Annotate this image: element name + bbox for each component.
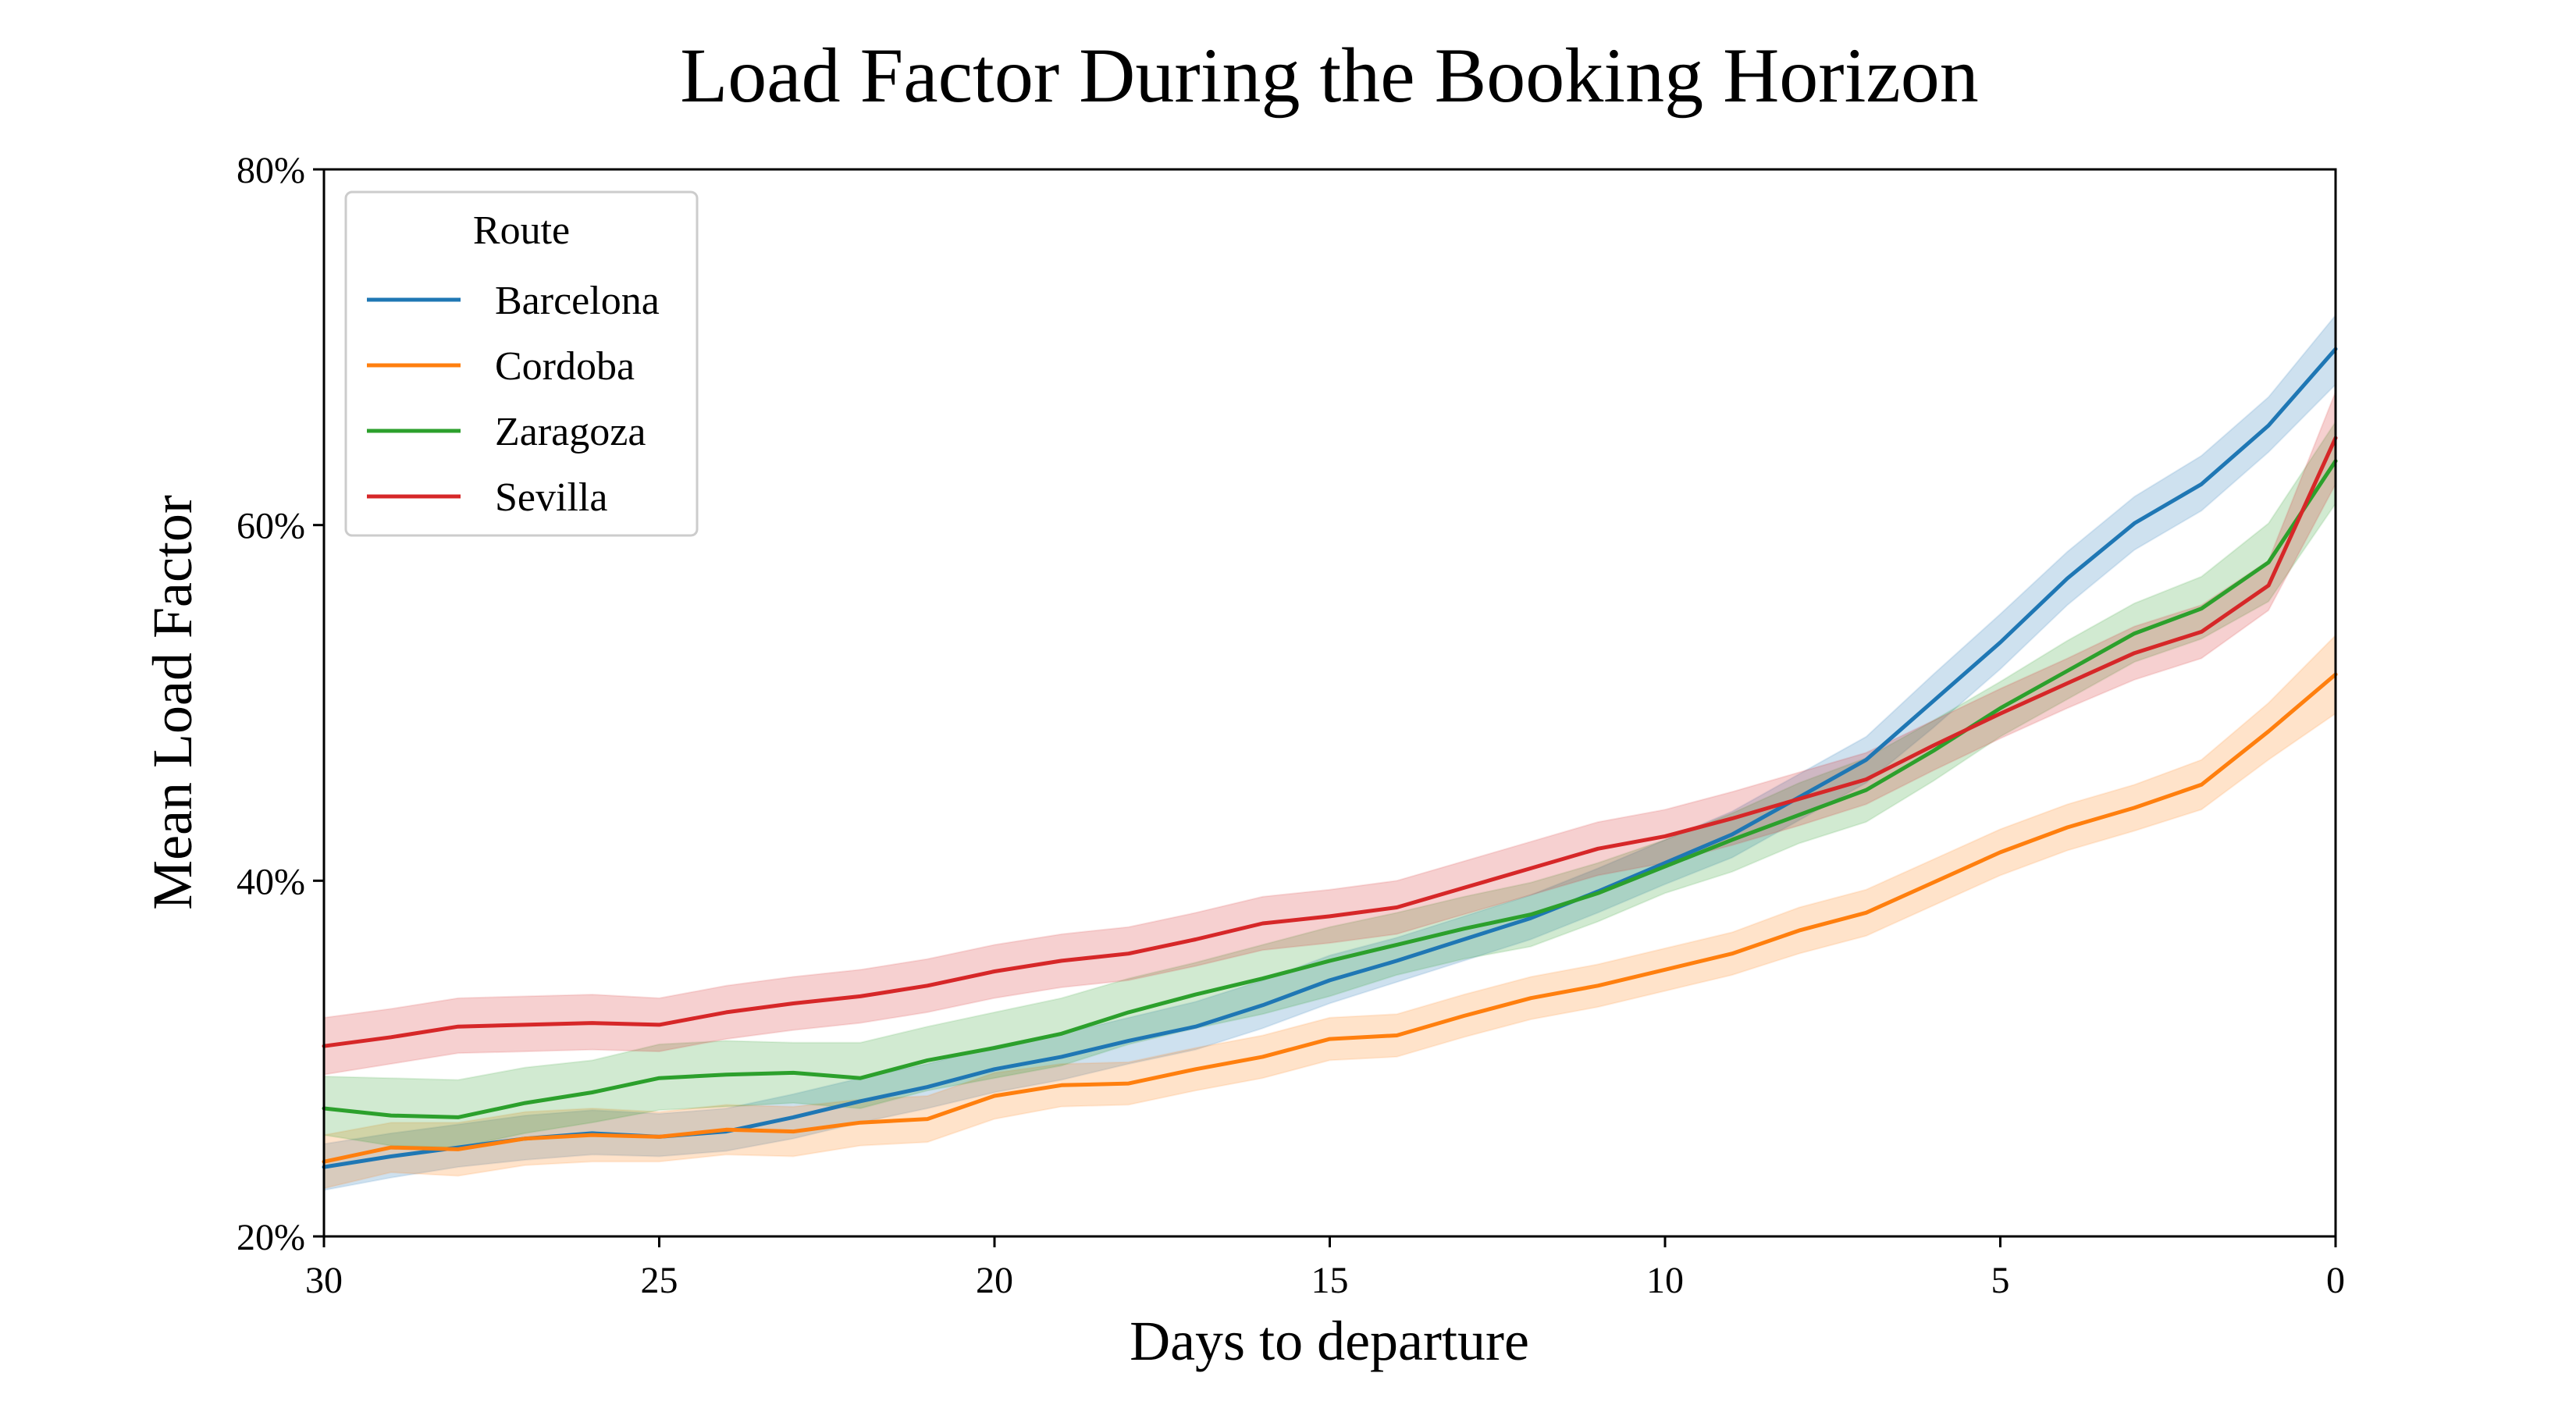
x-axis-label: Days to departure xyxy=(1130,1310,1529,1372)
series-line-cordoba xyxy=(322,672,2338,1164)
y-tick-label: 20% xyxy=(237,1217,305,1258)
legend-label-cordoba: Cordoba xyxy=(495,344,635,389)
y-tick-label: 40% xyxy=(237,861,305,902)
x-tick-label: 5 xyxy=(1991,1260,2010,1301)
series-lines xyxy=(322,347,2338,1169)
legend: Route Barcelona Cordoba Zaragoza Sevilla xyxy=(344,190,699,537)
y-tick-label: 60% xyxy=(237,506,305,547)
x-tick-label: 10 xyxy=(1646,1260,1684,1301)
legend-label-zaragoza: Zaragoza xyxy=(495,410,646,454)
legend-title: Route xyxy=(473,208,570,253)
legend-label-sevilla: Sevilla xyxy=(495,475,607,520)
x-axis-ticks: 30 25 20 15 10 5 0 xyxy=(305,1236,2345,1301)
y-axis-ticks: 20% 40% 60% 80% xyxy=(237,150,324,1258)
series-line-zaragoza xyxy=(322,459,2338,1119)
y-axis-label: Mean Load Factor xyxy=(141,495,204,910)
x-tick-label: 15 xyxy=(1311,1260,1349,1301)
x-tick-label: 30 xyxy=(305,1260,343,1301)
chart-title: Load Factor During the Booking Horizon xyxy=(680,32,1979,119)
legend-label-barcelona: Barcelona xyxy=(495,279,660,323)
y-tick-label: 80% xyxy=(237,150,305,191)
x-tick-label: 20 xyxy=(976,1260,1013,1301)
x-tick-label: 0 xyxy=(2326,1260,2345,1301)
x-tick-label: 25 xyxy=(641,1260,678,1301)
legend-box xyxy=(344,190,699,537)
series-line-sevilla xyxy=(322,436,2338,1048)
